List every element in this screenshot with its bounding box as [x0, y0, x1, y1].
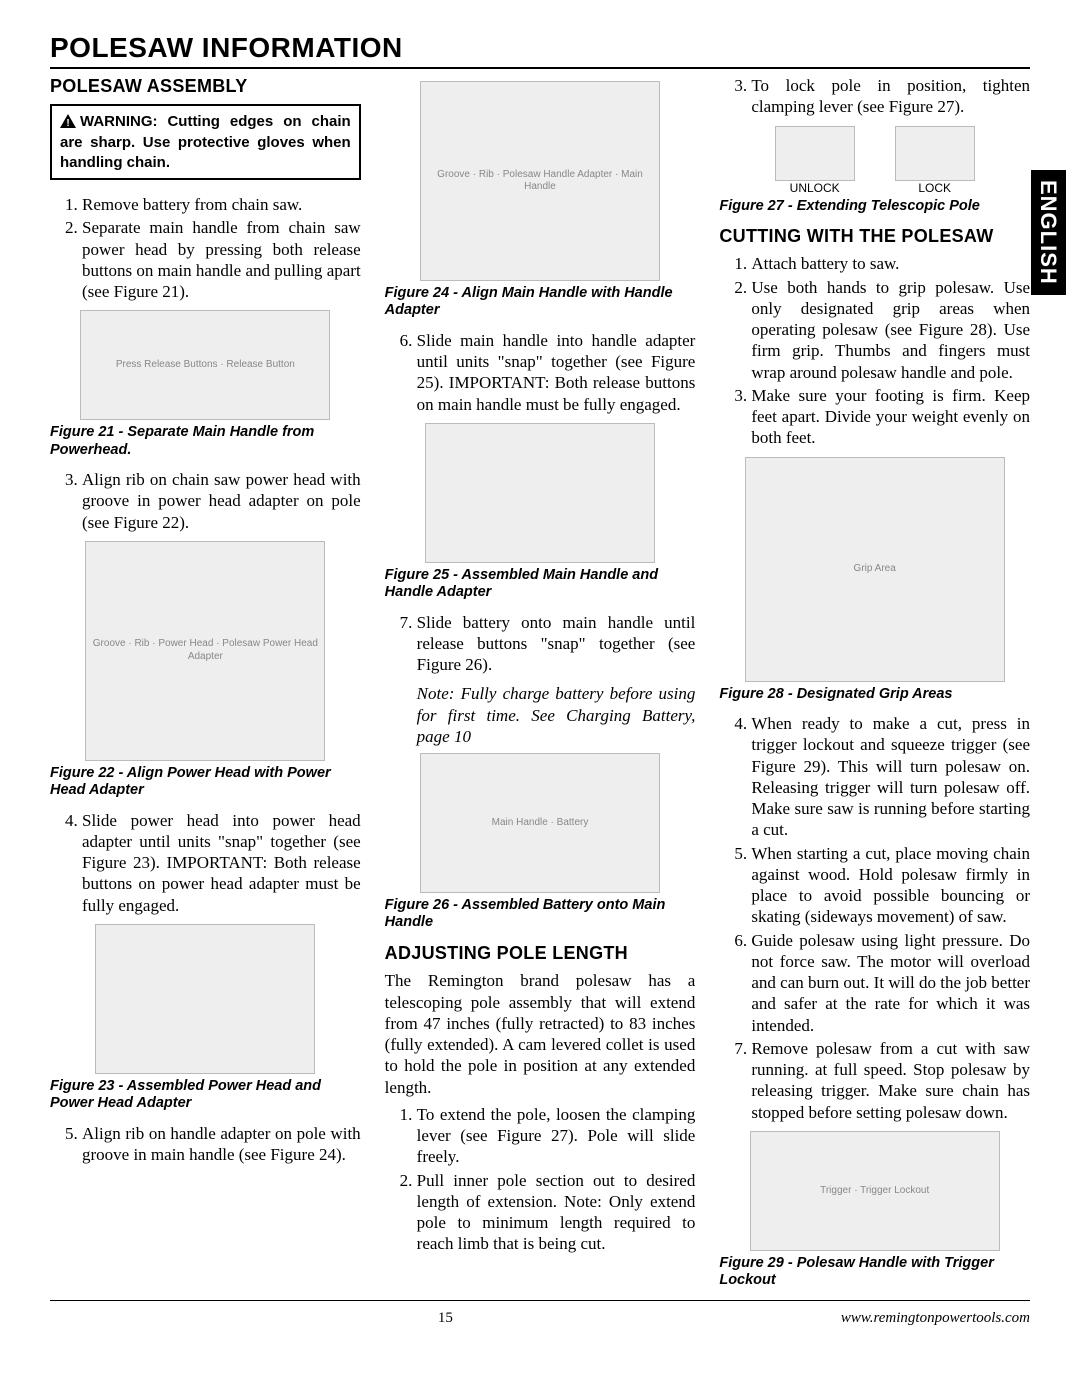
- language-tab: ENGLISH: [1031, 170, 1067, 295]
- cutting-steps-a: Attach battery to saw. Use both hands to…: [719, 253, 1030, 448]
- figure-22: Groove · Rib · Power Head · Polesaw Powe…: [50, 541, 361, 761]
- figure-21-caption: Figure 21 - Separate Main Handle from Po…: [50, 424, 361, 459]
- step-item: To lock pole in position, tighten clampi…: [751, 75, 1030, 118]
- step-item: Attach battery to saw.: [751, 253, 1030, 274]
- assembly-steps-b: Align rib on chain saw power head with g…: [50, 469, 361, 533]
- figure-28: Grip Area: [719, 457, 1030, 682]
- svg-text:!: !: [66, 118, 69, 128]
- step-item: Separate main handle from chain saw powe…: [82, 217, 361, 302]
- column-3: To lock pole in position, tighten clampi…: [719, 75, 1030, 1292]
- assembly-steps-d: Align rib on handle adapter on pole with…: [50, 1123, 361, 1166]
- step-item: Slide main handle into handle adapter un…: [417, 330, 696, 415]
- subhead-assembly: POLESAW ASSEMBLY: [50, 75, 361, 98]
- figure-27-caption: Figure 27 - Extending Telescopic Pole: [719, 198, 1030, 215]
- figure-24: Groove · Rib · Polesaw Handle Adapter · …: [385, 81, 696, 281]
- warning-text: WARNING: Cutting edges on chain are shar…: [60, 113, 351, 171]
- step-item: Slide power head into power head adapter…: [82, 810, 361, 916]
- assembly-steps-c: Slide power head into power head adapter…: [50, 810, 361, 916]
- assembly-steps-a: Remove battery from chain saw. Separate …: [50, 194, 361, 302]
- step-item: Use both hands to grip polesaw. Use only…: [751, 277, 1030, 383]
- figure-placeholder: [425, 423, 655, 563]
- warning-icon: !: [60, 114, 76, 134]
- page-number: 15: [438, 1309, 453, 1328]
- figure-placeholder: [95, 924, 315, 1074]
- column-1: POLESAW ASSEMBLY ! WARNING: Cutting edge…: [50, 75, 361, 1292]
- figure-placeholder: Trigger · Trigger Lockout: [750, 1131, 1000, 1251]
- adjust-body: The Remington brand polesaw has a telesc…: [385, 970, 696, 1098]
- step-item: Remove polesaw from a cut with saw runni…: [751, 1038, 1030, 1123]
- footer-url: www.remingtonpowertools.com: [841, 1309, 1030, 1328]
- lock-label: LOCK: [895, 181, 975, 196]
- step-item: When starting a cut, place moving chain …: [751, 843, 1030, 928]
- page-title: POLESAW INFORMATION: [50, 30, 1030, 69]
- adjust-steps-cont: To lock pole in position, tighten clampi…: [719, 75, 1030, 118]
- figure-26-caption: Figure 26 - Assembled Battery onto Main …: [385, 897, 696, 932]
- figure-24-caption: Figure 24 - Align Main Handle with Handl…: [385, 285, 696, 320]
- step-item: When ready to make a cut, press in trigg…: [751, 713, 1030, 841]
- figure-25: [385, 423, 696, 563]
- figure-27: UNLOCK LOCK: [719, 126, 1030, 196]
- step-item: Make sure your footing is firm. Keep fee…: [751, 385, 1030, 449]
- figure-29-caption: Figure 29 - Polesaw Handle with Trigger …: [719, 1255, 1030, 1290]
- warning-box: ! WARNING: Cutting edges on chain are sh…: [50, 104, 361, 181]
- subhead-adjust: ADJUSTING POLE LENGTH: [385, 942, 696, 965]
- assembly-steps-f: Slide battery onto main handle until rel…: [385, 612, 696, 676]
- figure-26: Main Handle · Battery: [385, 753, 696, 893]
- figure-28-caption: Figure 28 - Designated Grip Areas: [719, 686, 1030, 703]
- cutting-steps-b: When ready to make a cut, press in trigg…: [719, 713, 1030, 1123]
- page-footer: 15 www.remingtonpowertools.com: [50, 1301, 1030, 1328]
- step-item: Pull inner pole section out to desired l…: [417, 1170, 696, 1255]
- unlock-label: UNLOCK: [775, 181, 855, 196]
- step-item: Guide polesaw using light pressure. Do n…: [751, 930, 1030, 1036]
- figure-25-caption: Figure 25 - Assembled Main Handle and Ha…: [385, 567, 696, 602]
- step-item: To extend the pole, loosen the clamping …: [417, 1104, 696, 1168]
- figure-placeholder: Grip Area: [745, 457, 1005, 682]
- figure-placeholder: Groove · Rib · Power Head · Polesaw Powe…: [85, 541, 325, 761]
- figure-placeholder: Main Handle · Battery: [420, 753, 660, 893]
- figure-21: Press Release Buttons · Release Button: [50, 310, 361, 420]
- figure-23: [50, 924, 361, 1074]
- figure-placeholder: Groove · Rib · Polesaw Handle Adapter · …: [420, 81, 660, 281]
- figure-22-caption: Figure 22 - Align Power Head with Power …: [50, 765, 361, 800]
- subhead-cutting: CUTTING WITH THE POLESAW: [719, 225, 1030, 248]
- step-item: Align rib on chain saw power head with g…: [82, 469, 361, 533]
- step-item: Align rib on handle adapter on pole with…: [82, 1123, 361, 1166]
- assembly-steps-e: Slide main handle into handle adapter un…: [385, 330, 696, 415]
- content-columns: POLESAW ASSEMBLY ! WARNING: Cutting edge…: [50, 75, 1030, 1301]
- adjust-steps: To extend the pole, loosen the clamping …: [385, 1104, 696, 1255]
- figure-29: Trigger · Trigger Lockout: [719, 1131, 1030, 1251]
- column-2: Groove · Rib · Polesaw Handle Adapter · …: [385, 75, 696, 1292]
- figure-23-caption: Figure 23 - Assembled Power Head and Pow…: [50, 1078, 361, 1113]
- battery-note: Note: Fully charge battery before using …: [385, 683, 696, 747]
- step-item: Slide battery onto main handle until rel…: [417, 612, 696, 676]
- figure-placeholder: [895, 126, 975, 181]
- step-item: Remove battery from chain saw.: [82, 194, 361, 215]
- figure-27-unlock: UNLOCK: [775, 126, 855, 196]
- figure-placeholder: Press Release Buttons · Release Button: [80, 310, 330, 420]
- figure-27-lock: LOCK: [895, 126, 975, 196]
- figure-placeholder: [775, 126, 855, 181]
